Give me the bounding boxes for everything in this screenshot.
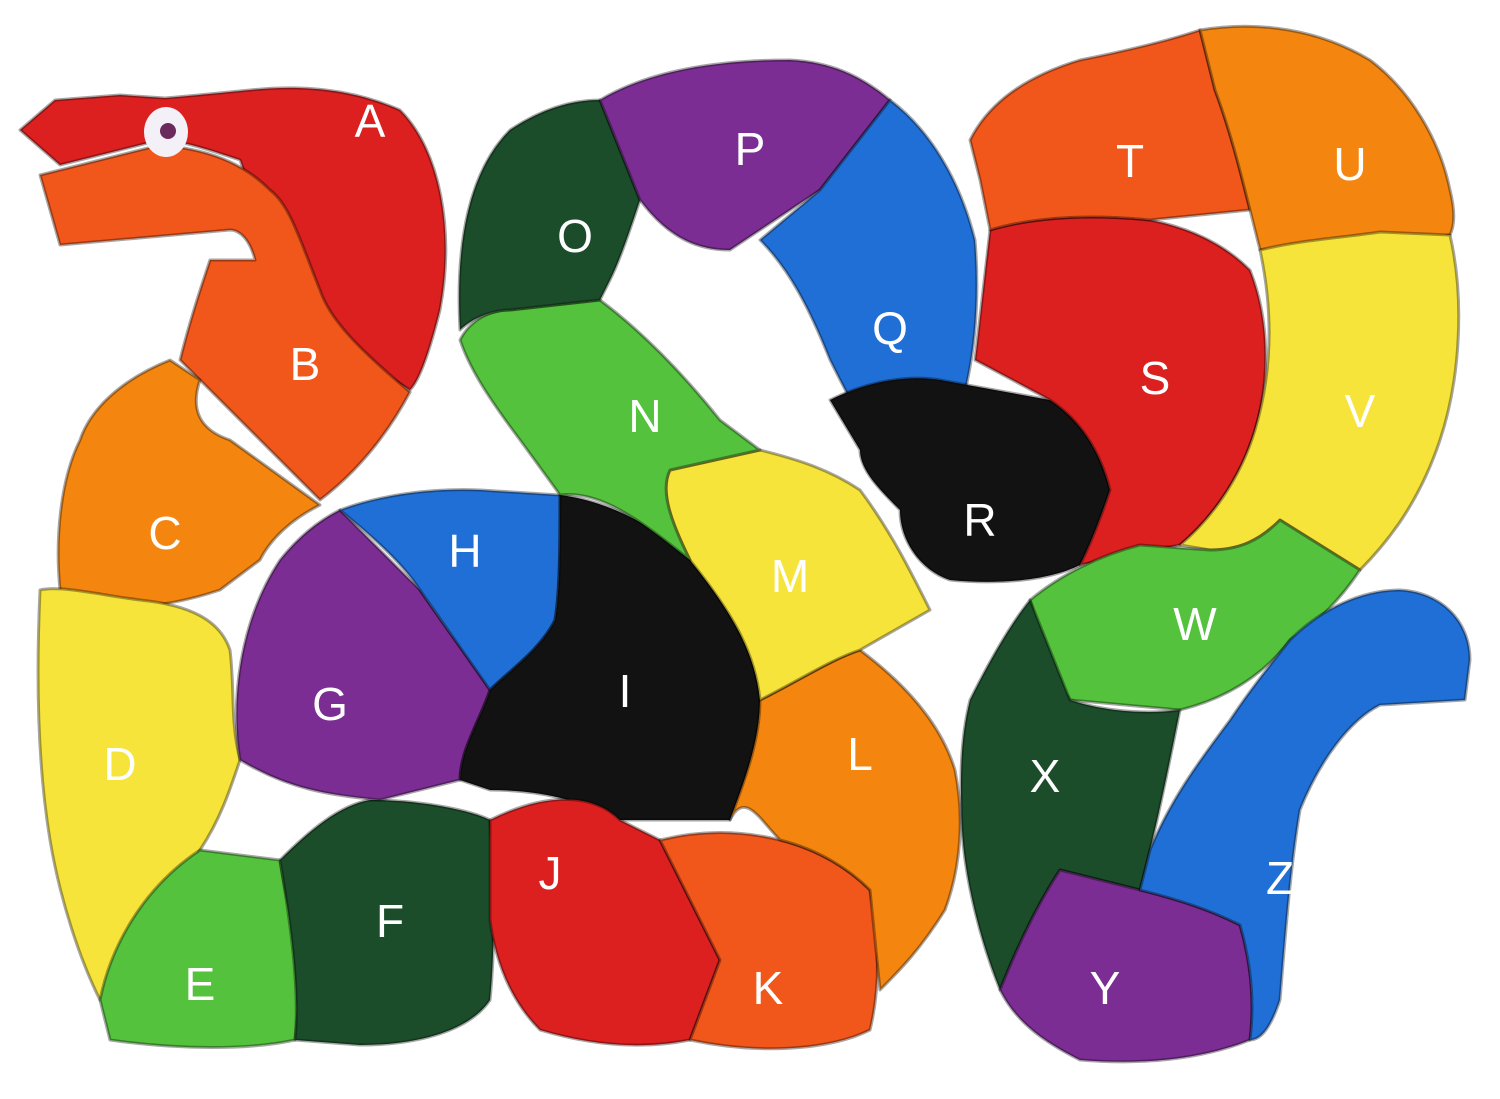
puzzle-piece-d (36, 587, 242, 1002)
piece-letter-u: U (1333, 138, 1366, 190)
piece-letter-f: F (376, 895, 404, 947)
puzzle-piece-h (338, 488, 562, 692)
puzzle-piece-b (38, 143, 412, 502)
puzzle-piece-s (973, 215, 1268, 567)
piece-letter-c: C (148, 507, 181, 559)
piece-letter-h: H (448, 525, 481, 577)
piece-letter-b: B (290, 338, 321, 390)
eye-pupil (160, 123, 176, 139)
piece-letter-g: G (312, 678, 348, 730)
puzzle-piece-f (278, 798, 496, 1047)
piece-letter-v: V (1345, 385, 1376, 437)
puzzle-piece-p (598, 58, 892, 252)
piece-letter-k: K (753, 962, 784, 1014)
puzzle-piece-o (457, 98, 642, 332)
piece-letter-t: T (1116, 135, 1144, 187)
piece-letter-w: W (1173, 598, 1217, 650)
puzzle-piece-z (1138, 588, 1472, 1042)
piece-letter-a: A (355, 95, 386, 147)
piece-letter-p: P (735, 123, 766, 175)
puzzle-piece-g (234, 508, 492, 802)
piece-letter-i: I (619, 665, 632, 717)
piece-letter-q: Q (872, 302, 908, 354)
piece-letter-l: L (847, 728, 873, 780)
puzzle-piece-k (658, 831, 879, 1051)
snake-eye (144, 107, 188, 157)
piece-letter-z: Z (1266, 852, 1294, 904)
piece-letter-o: O (557, 210, 593, 262)
piece-letter-s: S (1140, 352, 1171, 404)
piece-letter-e: E (185, 958, 216, 1010)
piece-letter-j: J (539, 847, 562, 899)
puzzle-piece-u (1198, 24, 1456, 267)
piece-letter-d: D (103, 738, 136, 790)
piece-letter-m: M (771, 550, 809, 602)
puzzle-piece-v (1178, 230, 1461, 572)
piece-letter-n: N (628, 390, 661, 442)
puzzle-pieces (18, 24, 1472, 1064)
piece-letter-y: Y (1090, 962, 1121, 1014)
puzzle-piece-c (56, 358, 322, 608)
piece-letter-r: R (963, 494, 996, 546)
piece-letter-x: X (1030, 750, 1061, 802)
puzzle-letters: A B C D E F G H I J K L M N O P Q R S T U V W X Y Z (103, 95, 1375, 1014)
puzzle-piece-l (728, 648, 962, 992)
